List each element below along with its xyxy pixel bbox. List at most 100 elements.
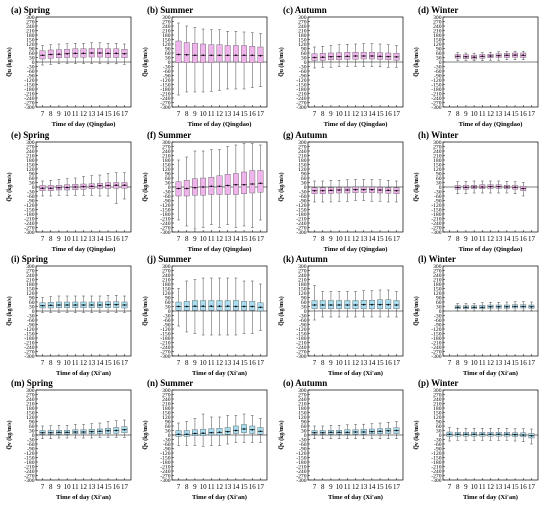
panel-a: (a) Spring-300-270-240-210-180-150-120-9… — [6, 5, 132, 128]
x-tick-label: 14 — [368, 359, 376, 367]
y-tick-label: 300 — [26, 264, 35, 270]
x-tick-label: 17 — [393, 359, 401, 367]
mean-marker — [177, 187, 180, 190]
box-10 — [64, 178, 70, 196]
mean-marker — [185, 187, 188, 190]
y-tick-label: 240 — [26, 24, 35, 30]
mean-marker — [49, 187, 52, 190]
mean-marker — [489, 433, 492, 436]
box-15 — [105, 421, 111, 438]
x-tick-label: 8 — [185, 359, 189, 367]
y-tick-label: -270 — [160, 349, 170, 355]
mean-marker — [107, 52, 109, 55]
mean-marker — [395, 56, 398, 58]
x-tick-label: 17 — [528, 359, 536, 367]
x-tick-label: 10 — [471, 359, 479, 367]
box-17 — [121, 295, 128, 313]
x-tick-label: 7 — [313, 483, 317, 491]
y-tick-label: 120 — [298, 415, 307, 421]
y-tick-label: 180 — [162, 158, 171, 164]
x-tick-label: 13 — [88, 235, 96, 243]
y-tick-label: 210 — [433, 401, 442, 407]
box-8 — [454, 428, 461, 441]
y-tick-label: 90 — [436, 419, 442, 425]
x-tick-label: 13 — [495, 110, 503, 118]
x-tick-label: 15 — [377, 359, 385, 367]
box-14 — [97, 295, 103, 313]
mean-marker — [354, 304, 357, 306]
mean-marker — [259, 306, 262, 309]
x-tick-label: 9 — [57, 359, 61, 367]
y-tick-label: 180 — [433, 33, 442, 39]
mean-marker — [338, 55, 341, 58]
mean-marker — [74, 186, 77, 188]
y-tick-label: -150 — [160, 207, 170, 213]
mean-marker — [346, 304, 349, 306]
y-tick-label: 30 — [436, 304, 442, 310]
y-tick-label: -150 — [24, 207, 34, 213]
y-axis-label: Q̅u (kg/m/s) — [6, 47, 13, 77]
mean-marker — [338, 304, 341, 306]
mean-marker — [354, 431, 357, 433]
y-tick-label: 300 — [26, 140, 35, 146]
y-tick-label: 60 — [29, 51, 35, 57]
panel-title: (c) Autumn — [283, 5, 327, 15]
mean-marker — [522, 187, 525, 190]
y-tick-label: -60 — [299, 442, 307, 448]
y-tick-label: 240 — [26, 397, 35, 403]
box-9 — [56, 43, 62, 65]
y-tick-label: -240 — [296, 345, 306, 351]
y-tick-label: -60 — [434, 442, 442, 448]
y-tick-label: 240 — [162, 397, 171, 403]
y-tick-label: 270 — [162, 144, 171, 150]
y-axis-label: Q̅v (kg/m/s) — [278, 172, 285, 201]
box-17 — [393, 421, 400, 439]
y-tick-label: 60 — [436, 300, 442, 306]
mean-marker — [530, 434, 533, 437]
y-tick-label: 240 — [433, 24, 442, 30]
y-tick-label: 30 — [29, 304, 35, 310]
y-tick-label: 60 — [29, 424, 35, 430]
y-tick-label: 210 — [433, 28, 442, 34]
box-14 — [369, 290, 375, 318]
y-tick-label: 60 — [29, 176, 35, 182]
y-tick-label: 150 — [433, 162, 442, 168]
box-17 — [393, 291, 400, 318]
mean-marker — [338, 431, 341, 434]
y-tick-label: -150 — [160, 82, 170, 88]
x-tick-label: 10 — [471, 483, 479, 491]
y-tick-label: 0 — [304, 60, 307, 66]
x-tick-label: 7 — [313, 359, 317, 367]
y-tick-label: 270 — [26, 144, 35, 150]
box-13 — [88, 423, 95, 439]
y-tick-label: 0 — [439, 433, 442, 439]
y-tick-label: -30 — [434, 313, 442, 319]
y-tick-label: -180 — [296, 460, 306, 466]
x-tick-label: 13 — [495, 235, 503, 243]
mean-marker — [313, 304, 316, 306]
x-tick-label: 17 — [121, 235, 129, 243]
box-11 — [344, 424, 351, 439]
box-14 — [369, 179, 375, 202]
panel-b: (b) Summer-300-270-240-210-180-150-120-9… — [142, 5, 268, 128]
y-tick-label: 270 — [433, 144, 442, 150]
x-tick-label: 17 — [121, 483, 129, 491]
x-tick-label: 16 — [385, 110, 393, 118]
box-12 — [80, 176, 87, 196]
y-axis-label: Q̅v (kg/m/s) — [142, 420, 149, 449]
y-tick-label: -270 — [431, 100, 441, 106]
box-10 — [336, 180, 342, 202]
y-tick-label: 90 — [436, 295, 442, 301]
y-tick-label: 240 — [298, 397, 307, 403]
y-tick-label: 210 — [26, 401, 35, 407]
x-tick-label: 9 — [464, 359, 468, 367]
x-tick-label: 16 — [385, 483, 393, 491]
y-tick-label: -240 — [160, 469, 170, 475]
mean-marker — [514, 186, 516, 189]
box-12 — [80, 295, 87, 313]
x-tick-label: 7 — [448, 483, 452, 491]
box-9 — [56, 295, 62, 313]
y-tick-label: -180 — [160, 336, 170, 342]
y-tick-label: 60 — [165, 51, 171, 57]
box-body — [192, 43, 198, 63]
